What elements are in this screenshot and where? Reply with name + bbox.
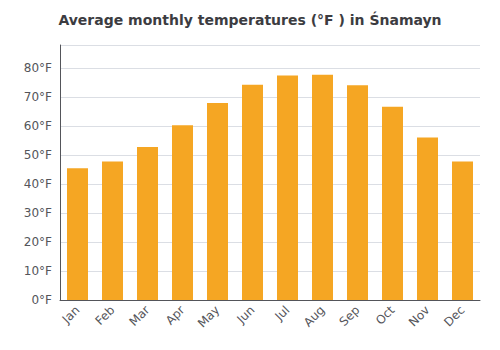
svg-text:Average monthly temperatures (: Average monthly temperatures (°F ) in Śn… [58,11,441,28]
svg-text:Sep: Sep [337,303,363,329]
svg-text:Oct: Oct [373,303,398,328]
svg-text:60°F: 60°F [24,119,52,133]
svg-text:Jul: Jul [272,303,293,324]
svg-text:10°F: 10°F [24,264,52,278]
svg-text:30°F: 30°F [24,206,52,220]
svg-text:80°F: 80°F [24,61,52,75]
svg-text:40°F: 40°F [24,177,52,191]
svg-text:0°F: 0°F [31,293,52,307]
svg-text:Jun: Jun [234,303,258,327]
svg-text:May: May [195,303,222,330]
svg-text:Mar: Mar [127,303,153,329]
svg-text:Jan: Jan [59,303,83,327]
svg-text:Feb: Feb [93,303,118,328]
svg-text:20°F: 20°F [24,235,52,249]
svg-text:Apr: Apr [163,303,188,328]
svg-text:Aug: Aug [301,303,327,329]
svg-text:Dec: Dec [441,303,467,329]
svg-text:70°F: 70°F [24,90,52,104]
svg-text:50°F: 50°F [24,148,52,162]
svg-text:Nov: Nov [406,303,432,329]
